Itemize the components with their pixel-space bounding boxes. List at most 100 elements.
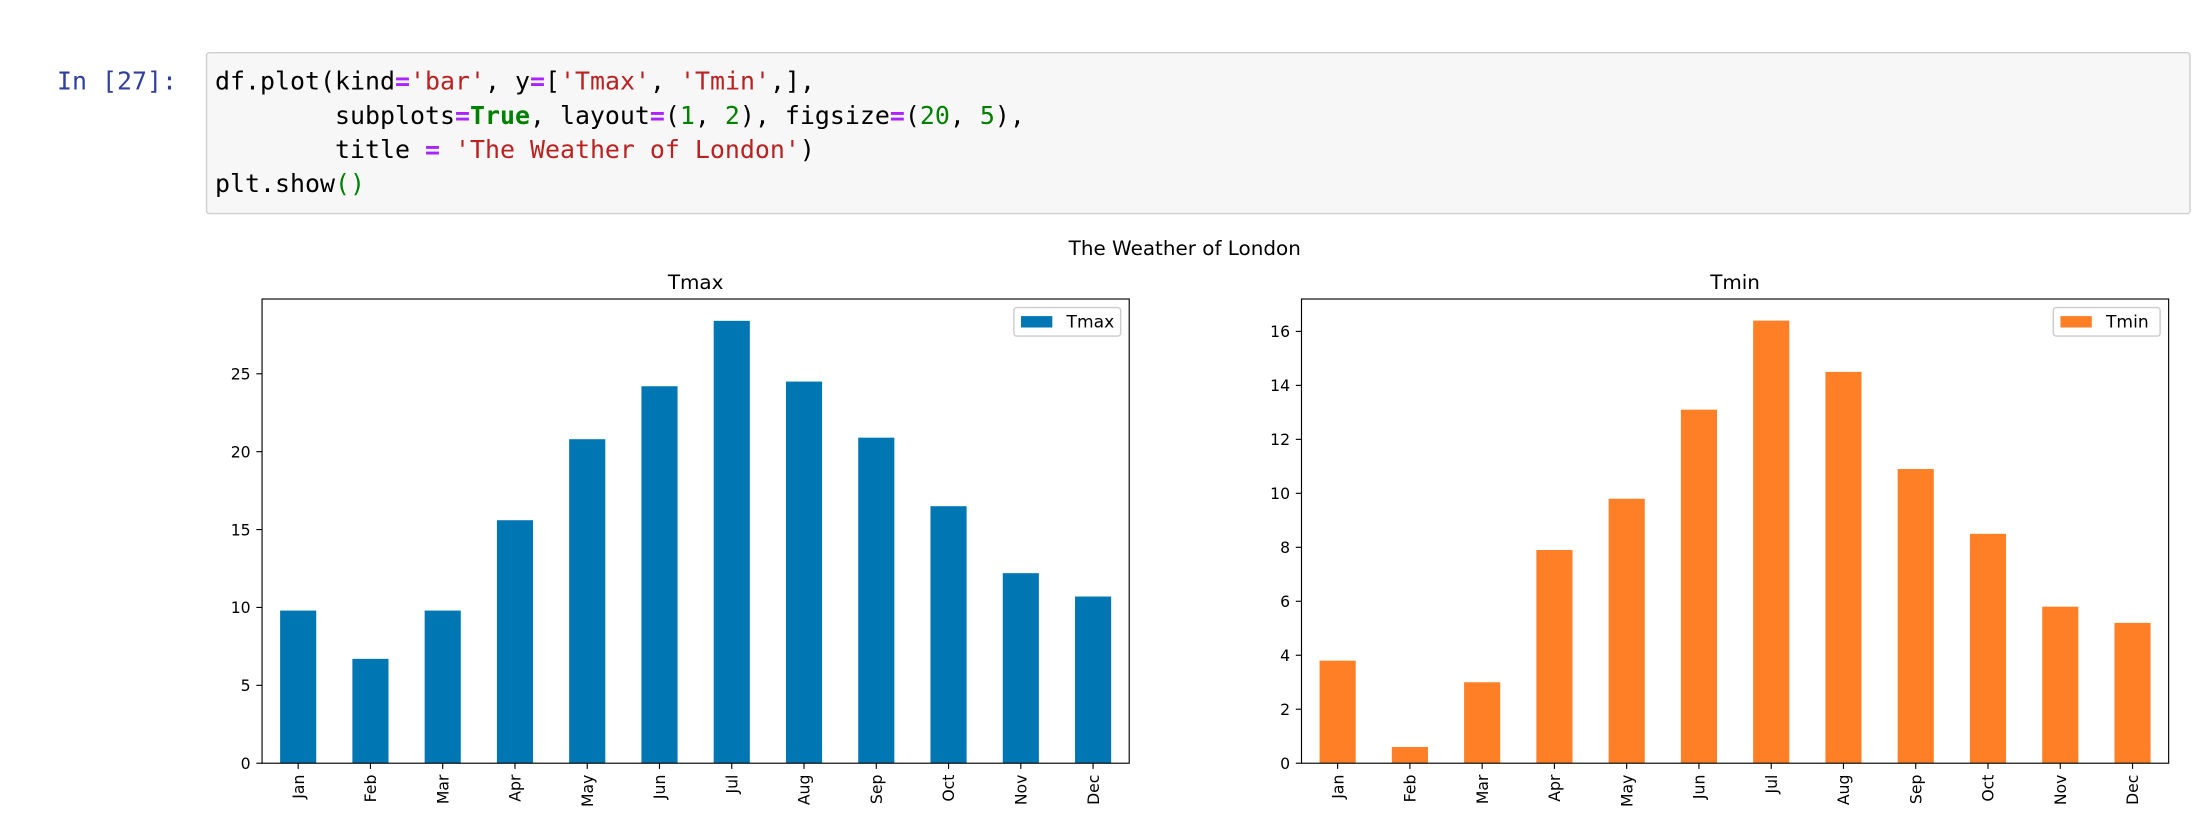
x-tick-label: Sep [1906, 775, 1925, 805]
bar [1464, 682, 1501, 764]
x-tick-label: Jul [722, 775, 741, 795]
code-token [440, 135, 455, 164]
legend [2052, 306, 2161, 337]
legend-label: Tmin [2105, 312, 2149, 332]
code-token: 'The Weather of London' [455, 135, 800, 164]
code-token: title [215, 135, 425, 164]
bar [1536, 550, 1573, 764]
code-token: 1 [680, 101, 695, 130]
legend-swatch [1020, 316, 1053, 328]
code-token: = [455, 101, 470, 130]
code-token: = [890, 101, 905, 130]
bar [1897, 469, 1934, 764]
x-tick-label: May [578, 775, 597, 807]
y-tick-label: 6 [1280, 592, 1290, 611]
code-token: ) [800, 135, 815, 164]
figure-title: The Weather of London [1068, 237, 1301, 260]
bar [352, 658, 389, 764]
x-tick-label: May [1617, 775, 1636, 807]
y-tick-label: 12 [1270, 430, 1290, 449]
code-token: 20 [920, 101, 950, 130]
y-tick-label: 14 [1270, 376, 1290, 395]
code-cell[interactable] [205, 51, 2191, 215]
code-token: = [530, 67, 545, 96]
y-tick-label: 10 [1270, 484, 1290, 503]
bar [1391, 747, 1428, 764]
y-tick-label: 0 [241, 754, 251, 773]
x-tick-label: Mar [1473, 774, 1492, 804]
code-token: , [650, 67, 680, 96]
code-line: subplots=True, layout=(1, 2), figsize=(2… [215, 101, 1025, 130]
code-token: True [470, 101, 530, 130]
bar [1075, 596, 1112, 764]
x-tick-label: Feb [1401, 775, 1420, 803]
code-token: [ [545, 67, 560, 96]
bar [1753, 320, 1790, 764]
y-tick-label: 10 [231, 598, 251, 617]
bar [496, 520, 534, 764]
legend [1013, 306, 1122, 337]
code-token: , [950, 101, 980, 130]
x-tick-label: Dec [2123, 775, 2142, 805]
subplot-title: Tmax [667, 271, 724, 294]
code-line: title = 'The Weather of London') [215, 135, 815, 164]
y-tick-label: 15 [231, 520, 251, 539]
code-token: ), figsize [740, 101, 890, 130]
code-token: 5 [980, 101, 995, 130]
y-tick-label: 5 [241, 676, 251, 695]
plot-frame [261, 298, 1130, 764]
legend-swatch [2060, 316, 2092, 328]
code-token: 'Tmin' [680, 67, 770, 96]
code-token: subplots [215, 101, 455, 130]
bar [280, 610, 317, 764]
y-tick-label: 4 [1280, 646, 1290, 665]
x-tick-label: Mar [433, 774, 452, 804]
x-tick-label: Jul [1762, 775, 1781, 795]
code-token: 2 [725, 101, 740, 130]
code-token: df.plot(kind [215, 67, 395, 96]
bar [569, 439, 606, 764]
x-tick-label: Aug [795, 775, 814, 806]
code-line: plt.show() [215, 169, 365, 198]
legend-label: Tmax [1066, 312, 1115, 332]
code-token: , layout [530, 101, 650, 130]
bar [930, 506, 967, 764]
y-tick-label: 20 [231, 442, 251, 461]
code-token: , [695, 101, 725, 130]
y-tick-label: 0 [1280, 754, 1290, 773]
bar [2114, 622, 2151, 764]
code-token: 'bar' [410, 67, 485, 96]
bar [785, 381, 823, 764]
bar [2042, 606, 2079, 764]
y-tick-label: 25 [231, 364, 251, 383]
x-tick-label: Dec [1084, 775, 1103, 805]
code-token: plt.show [215, 169, 335, 198]
x-tick-label: Aug [1834, 775, 1853, 806]
code-token: ,], [770, 67, 815, 96]
x-tick-label: Nov [2051, 775, 2070, 806]
code-token: ( [905, 101, 920, 130]
code-token: ), [995, 101, 1025, 130]
bar [1969, 533, 2007, 764]
x-tick-label: Oct [939, 775, 958, 802]
y-tick-label: 16 [1270, 322, 1290, 341]
bar [641, 386, 678, 764]
code-token: = [650, 101, 665, 130]
x-tick-label: Nov [1012, 775, 1031, 806]
bar [424, 610, 461, 764]
x-tick-label: Jan [1328, 775, 1347, 800]
x-tick-label: Jun [1690, 775, 1709, 800]
y-tick-label: 2 [1280, 700, 1290, 719]
code-token: ( [665, 101, 680, 130]
bar [713, 320, 750, 764]
bar [1825, 371, 1862, 764]
x-tick-label: Oct [1979, 775, 1998, 802]
code-token: 'Tmax' [560, 67, 650, 96]
bar [1680, 409, 1718, 764]
subplot-title: Tmin [1709, 271, 1760, 294]
code-token: = [395, 67, 410, 96]
x-tick-label: Feb [361, 775, 380, 803]
x-tick-label: Sep [867, 775, 886, 805]
y-tick-label: 8 [1280, 538, 1290, 557]
